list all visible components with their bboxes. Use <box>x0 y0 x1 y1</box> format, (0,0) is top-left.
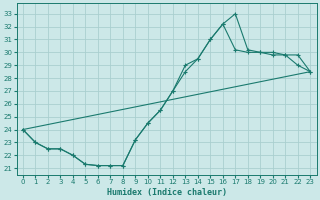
X-axis label: Humidex (Indice chaleur): Humidex (Indice chaleur) <box>107 188 227 197</box>
